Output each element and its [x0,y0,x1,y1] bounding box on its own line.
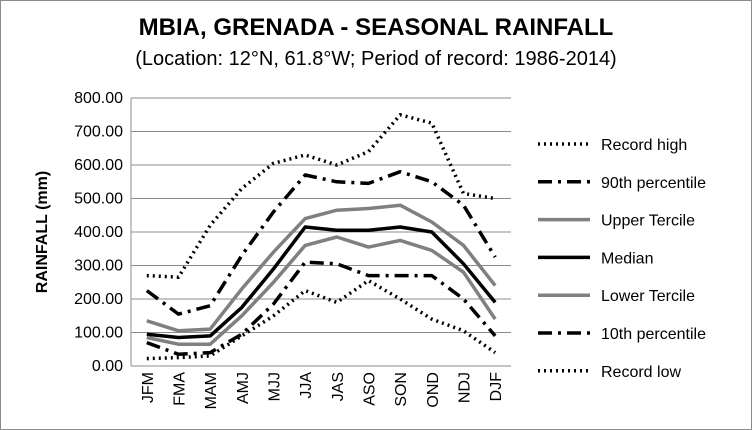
legend-label: 90th percentile [601,175,706,192]
legend-label: Record low [601,364,681,381]
y-tick-label: 0.00 [92,358,123,375]
legend: Record high 90th percentile Upper Tercile M… [538,137,706,381]
x-tick-label: JAS [330,372,347,401]
x-tick-label: AMJ [235,372,252,404]
y-tick-label: 500.00 [74,191,123,208]
legend-label: 10th percentile [601,326,706,343]
x-tick-label: FMA [172,372,189,406]
y-tick-label: 300.00 [74,258,123,275]
grid-lines [130,97,511,367]
legend-label: Median [601,250,653,267]
legend-label: Record high [601,137,687,154]
series-line-lower-tercile [146,235,497,346]
x-tick-label: OND [425,372,442,408]
chart-title: MBIA, GRENADA - SEASONAL RAINFALL [139,14,614,41]
series-line-10th-percentile [146,260,497,357]
legend-label: Upper Tercile [601,213,695,230]
x-tick-label: NDJ [457,372,474,403]
y-tick-label: 200.00 [74,291,123,308]
y-tick-label: 800.00 [74,90,123,107]
x-tick-label: JJA [298,372,315,399]
series-line-record-high [146,113,496,279]
chart-subtitle: (Location: 12°N, 61.8°W; Period of recor… [135,48,616,70]
series-line-90th-percentile [145,169,497,316]
y-tick-label: 100.00 [74,325,123,342]
series-line-median [146,225,497,340]
y-tick-label: 700.00 [74,124,123,141]
series-lines [145,113,497,361]
x-tick-labels: JFM FMA MAM AMJ MJJ JJA JAS ASO SON OND NDJ DJF [140,372,505,410]
y-tick-labels: 0.00 100.00 200.00 300.00 400.00 500.00 600.00… [74,90,123,375]
x-tick-label: ASO [362,372,379,406]
x-tick-label: MAM [203,372,220,409]
x-tick-label: SON [393,372,410,407]
x-tick-label: MJJ [267,372,284,401]
x-tick-label: DJF [488,372,505,402]
legend-label: Lower Tercile [601,288,695,305]
y-axis-label: RAINFALL (mm) [34,171,51,293]
x-tick-label: JFM [140,372,157,403]
series-line-record-low [146,278,497,361]
y-tick-label: 600.00 [74,157,123,174]
y-tick-label: 400.00 [74,224,123,241]
series-line-upper-tercile [146,203,497,333]
